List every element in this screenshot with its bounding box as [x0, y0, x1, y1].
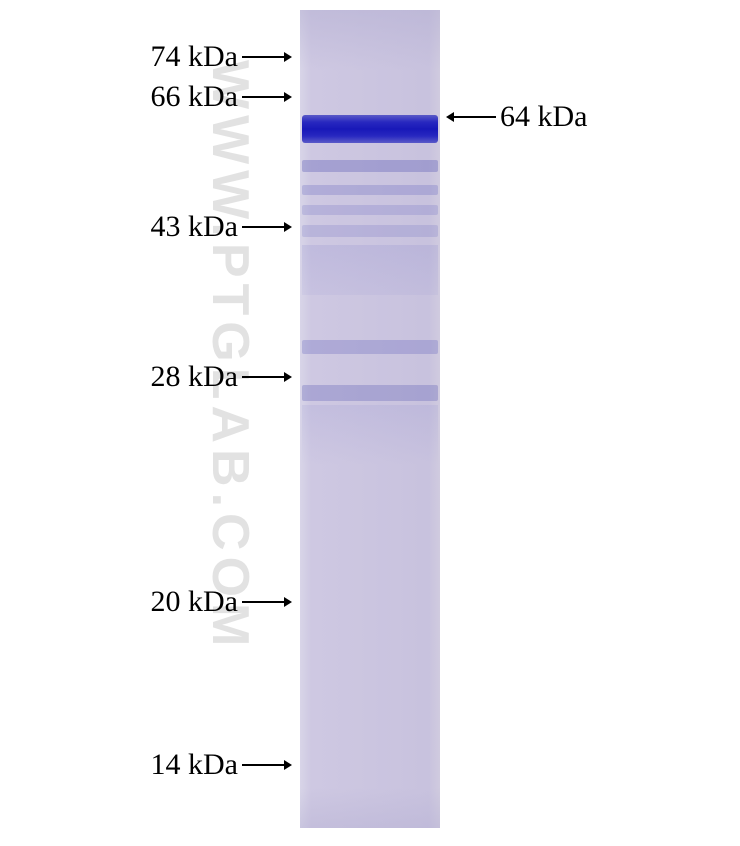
marker-text: 64 kDa — [500, 100, 587, 134]
watermark-text: WWW.PTGLAB.COM — [200, 60, 260, 652]
arrow-right-icon — [242, 89, 292, 105]
gel-lane — [300, 10, 440, 828]
band-faint-4 — [302, 225, 438, 237]
marker-66kda: 66 kDa — [151, 80, 292, 114]
band-faint-3 — [302, 205, 438, 215]
arrow-right-icon — [242, 369, 292, 385]
band-faint-2 — [302, 185, 438, 195]
marker-43kda: 43 kDa — [151, 210, 292, 244]
arrow-left-icon — [446, 109, 496, 125]
marker-64kda-target: 64 kDa — [446, 100, 587, 134]
gel-shading-bottom — [300, 788, 440, 828]
marker-74kda: 74 kDa — [151, 40, 292, 74]
arrow-right-icon — [242, 219, 292, 235]
smear-2 — [302, 405, 438, 465]
band-faint-1 — [302, 160, 438, 172]
arrow-right-icon — [242, 594, 292, 610]
marker-20kda: 20 kDa — [151, 585, 292, 619]
band-faint-6 — [302, 385, 438, 401]
marker-text: 14 kDa — [151, 748, 238, 782]
marker-text: 20 kDa — [151, 585, 238, 619]
smear-1 — [302, 245, 438, 295]
arrow-right-icon — [242, 757, 292, 773]
marker-text: 43 kDa — [151, 210, 238, 244]
marker-text: 28 kDa — [151, 360, 238, 394]
marker-14kda: 14 kDa — [151, 748, 292, 782]
marker-text: 74 kDa — [151, 40, 238, 74]
marker-28kda: 28 kDa — [151, 360, 292, 394]
marker-text: 66 kDa — [151, 80, 238, 114]
band-main-64kda — [302, 115, 438, 143]
arrow-right-icon — [242, 49, 292, 65]
band-faint-5 — [302, 340, 438, 354]
gel-shading-top — [300, 10, 440, 70]
